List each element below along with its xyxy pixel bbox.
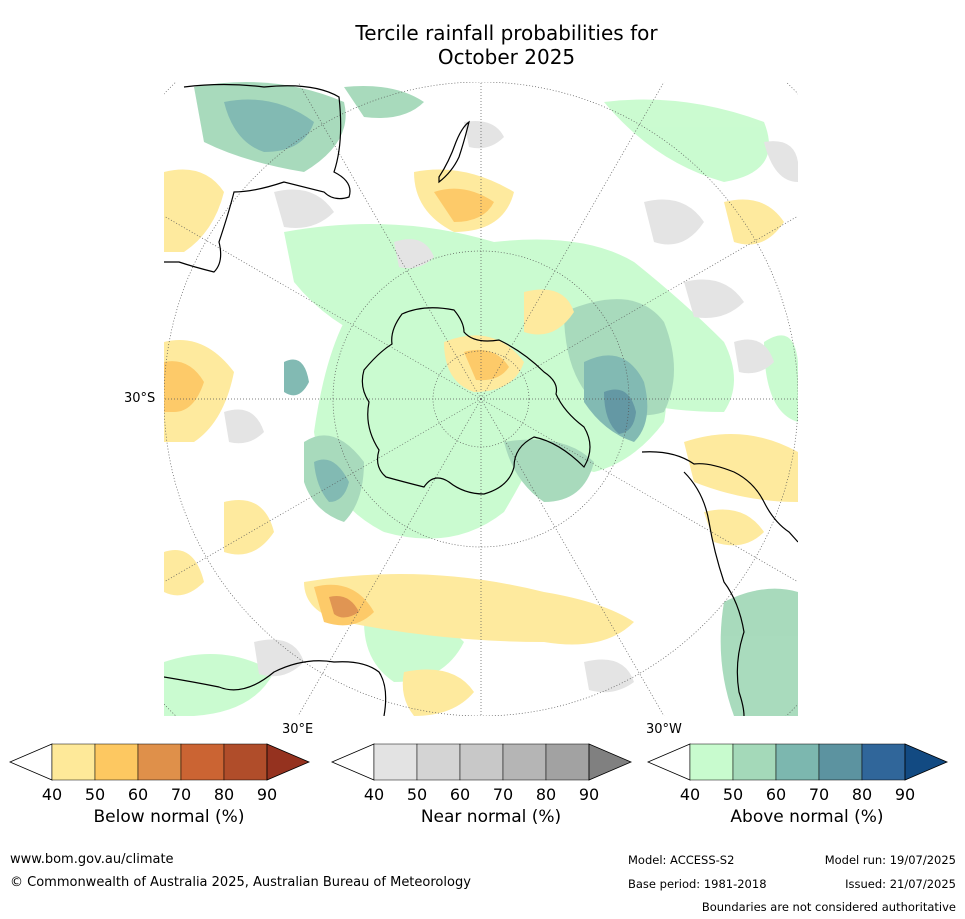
colorbar-above-swatch-60 [775,743,820,781]
probability-patches [164,82,798,716]
colorbar-above-label: Above normal (%) [730,807,884,827]
colorbar-below-swatch-40 [51,743,96,781]
colorbar-above-swatch-40 [689,743,734,781]
colorbar-near-tick-60: 60 [449,785,471,804]
colorbar-near-normal: 40 50 60 70 80 90 Near normal (%) [330,743,652,838]
colorbar-above-swatch-50 [732,743,777,781]
colorbar-above-tick-40: 40 [679,785,701,804]
colorbar-near-tick-80: 80 [535,785,557,804]
colorbar-below-swatch-90 [266,743,311,781]
colorbar-below-swatches [8,743,311,781]
colorbar-near-tick-40: 40 [363,785,385,804]
colorbar-above-swatches [646,743,949,781]
coastlines [164,83,798,716]
colorbar-above-tick-50: 50 [722,785,744,804]
antarctica-coast [361,307,591,495]
colorbar-near-swatch-90 [588,743,633,781]
title-line-1: Tercile rainfall probabilities for [355,21,658,45]
colorbar-near-swatch-70 [502,743,547,781]
footer-disclaimer: Boundaries are not considered authoritat… [701,900,956,914]
colorbar-below-tick-50: 50 [84,785,106,804]
colorbar-below-normal: 40 50 60 70 80 90 Below normal (%) [8,743,330,838]
title-line-2: October 2025 [437,45,576,69]
rainfall-probability-map [164,82,798,716]
graticule [164,82,798,716]
footer-model: Model: ACCESS-S2 [628,853,735,867]
colorbar-below-swatch-50 [94,743,139,781]
lon-label-30w: 30°W [646,722,682,737]
colorbar-near-tick-70: 70 [492,785,514,804]
colorbar-below-swatch-70 [180,743,225,781]
colorbar-near-tick-90: 90 [578,785,600,804]
footer-model-run: Model run: 19/07/2025 [824,853,956,867]
chart-title: Tercile rainfall probabilities for Octob… [200,21,813,69]
colorbar-above-tick-90: 90 [894,785,916,804]
footer-base-period: Base period: 1981-2018 [628,877,767,891]
footer-issued: Issued: 21/07/2025 [845,877,956,891]
colorbar-below-label: Below normal (%) [93,807,245,827]
footer-website[interactable]: www.bom.gov.au/climate [10,852,174,867]
colorbar-above-swatch-70 [818,743,863,781]
colorbar-above-tick-60: 60 [765,785,787,804]
lon-label-30e: 30°E [282,722,314,737]
colorbar-above-tick-70: 70 [808,785,830,804]
colorbar-below-swatch-60 [137,743,182,781]
lat-label-30s: 30°S [124,391,156,406]
colorbar-below-tick-60: 60 [127,785,149,804]
colorbar-below-tick-80: 80 [213,785,235,804]
colorbar-near-tick-50: 50 [406,785,428,804]
colorbar-below-tick-70: 70 [170,785,192,804]
colorbar-below-swatch-80 [223,743,268,781]
colorbar-near-swatch-80 [545,743,590,781]
new-zealand-coast [438,120,470,184]
footer-copyright: © Commonwealth of Australia 2025, Austra… [10,875,471,890]
colorbar-near-swatch-50 [416,743,461,781]
colorbar-below-tick-40: 40 [41,785,63,804]
colorbar-near-swatch-40 [373,743,418,781]
colorbar-near-swatch-60 [459,743,504,781]
south-america-coast [641,451,798,716]
colorbar-above-swatch-80 [861,743,906,781]
colorbar-near-label: Near normal (%) [420,807,562,827]
australia-coast [164,83,351,273]
colorbar-below-tick-90: 90 [256,785,278,804]
colorbar-near-swatches [330,743,633,781]
map-canvas [164,82,798,716]
colorbar-above-normal: 40 50 60 70 80 90 Above normal (%) [646,743,965,838]
colorbar-above-tick-80: 80 [851,785,873,804]
colorbar-above-swatch-90 [904,743,949,781]
africa-coast [164,660,387,716]
